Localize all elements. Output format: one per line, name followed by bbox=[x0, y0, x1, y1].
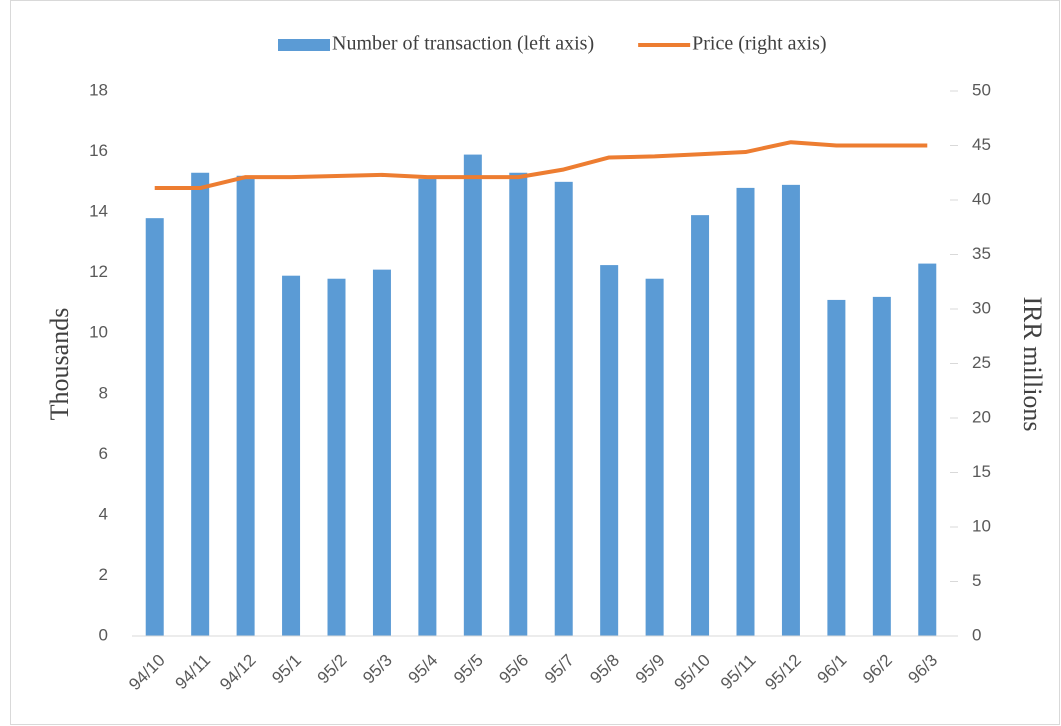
x-tick-label: 95/6 bbox=[495, 651, 532, 688]
legend-label: Price (right axis) bbox=[692, 33, 826, 55]
y2-tick-label: 35 bbox=[972, 244, 991, 263]
x-tick-label: 95/10 bbox=[671, 651, 715, 695]
x-tick-label: 95/1 bbox=[268, 651, 305, 688]
y-tick-label: 16 bbox=[89, 141, 108, 160]
x-tick-label: 96/1 bbox=[814, 651, 851, 688]
y2-tick-label: 40 bbox=[972, 189, 991, 208]
bar bbox=[872, 296, 891, 636]
y-tick-label: 2 bbox=[99, 565, 108, 584]
bar bbox=[645, 278, 664, 636]
bar bbox=[282, 275, 301, 636]
bar bbox=[827, 299, 846, 636]
bar bbox=[145, 218, 164, 636]
x-tick-label: 95/8 bbox=[586, 651, 623, 688]
y2-tick-label: 20 bbox=[972, 407, 991, 426]
legend-swatch bbox=[278, 39, 330, 51]
price-line bbox=[154, 140, 928, 191]
y2-tick-label: 5 bbox=[972, 571, 981, 590]
x-tick-label: 95/12 bbox=[761, 651, 805, 695]
bar bbox=[736, 187, 755, 636]
y-tick-label: 8 bbox=[99, 383, 108, 402]
bar bbox=[372, 269, 391, 636]
bar bbox=[327, 278, 346, 636]
x-tick-label: 95/4 bbox=[405, 651, 442, 688]
y2-tick-label: 15 bbox=[972, 462, 991, 481]
x-tick-label: 95/7 bbox=[541, 651, 578, 688]
bar bbox=[554, 181, 573, 637]
x-tick-label: 94/12 bbox=[216, 651, 260, 695]
y-tick-label: 6 bbox=[99, 444, 108, 463]
bar bbox=[463, 154, 482, 637]
bar bbox=[236, 175, 255, 636]
x-tick-label: 95/5 bbox=[450, 651, 487, 688]
y-tick-label: 0 bbox=[99, 625, 108, 644]
bar bbox=[191, 172, 210, 636]
y2-tick-label: 0 bbox=[972, 625, 981, 644]
x-tick-label: 95/2 bbox=[314, 651, 351, 688]
y2-tick-label: 30 bbox=[972, 298, 991, 317]
y-tick-label: 10 bbox=[89, 323, 108, 342]
y2-tick-label: 50 bbox=[972, 80, 991, 99]
y-tick-label: 18 bbox=[89, 80, 108, 99]
y2-tick-label: 45 bbox=[972, 135, 991, 154]
y-tick-label: 14 bbox=[89, 202, 108, 221]
bar bbox=[781, 184, 800, 636]
x-tick-label: 96/2 bbox=[859, 651, 896, 688]
y-axis-title: Thousands bbox=[45, 308, 74, 421]
x-tick-label: 95/11 bbox=[717, 651, 760, 694]
x-tick-label: 95/3 bbox=[359, 651, 396, 688]
bar bbox=[918, 263, 937, 636]
bar bbox=[509, 172, 528, 636]
y2-axis-title: IRR millions bbox=[1018, 296, 1047, 431]
y-tick-label: 12 bbox=[89, 262, 108, 281]
y-tick-label: 4 bbox=[99, 504, 108, 523]
legend-label: Number of transaction (left axis) bbox=[332, 33, 594, 55]
y2-tick-label: 25 bbox=[972, 353, 991, 372]
bar bbox=[691, 215, 710, 636]
chart-border bbox=[10, 0, 1060, 725]
x-tick-label: 94/11 bbox=[172, 651, 215, 694]
y2-tick-label: 10 bbox=[972, 516, 991, 535]
x-tick-label: 94/10 bbox=[125, 651, 169, 695]
bar bbox=[600, 265, 619, 636]
x-tick-label: 95/9 bbox=[632, 651, 669, 688]
x-tick-label: 96/3 bbox=[904, 651, 941, 688]
bar bbox=[418, 178, 437, 637]
